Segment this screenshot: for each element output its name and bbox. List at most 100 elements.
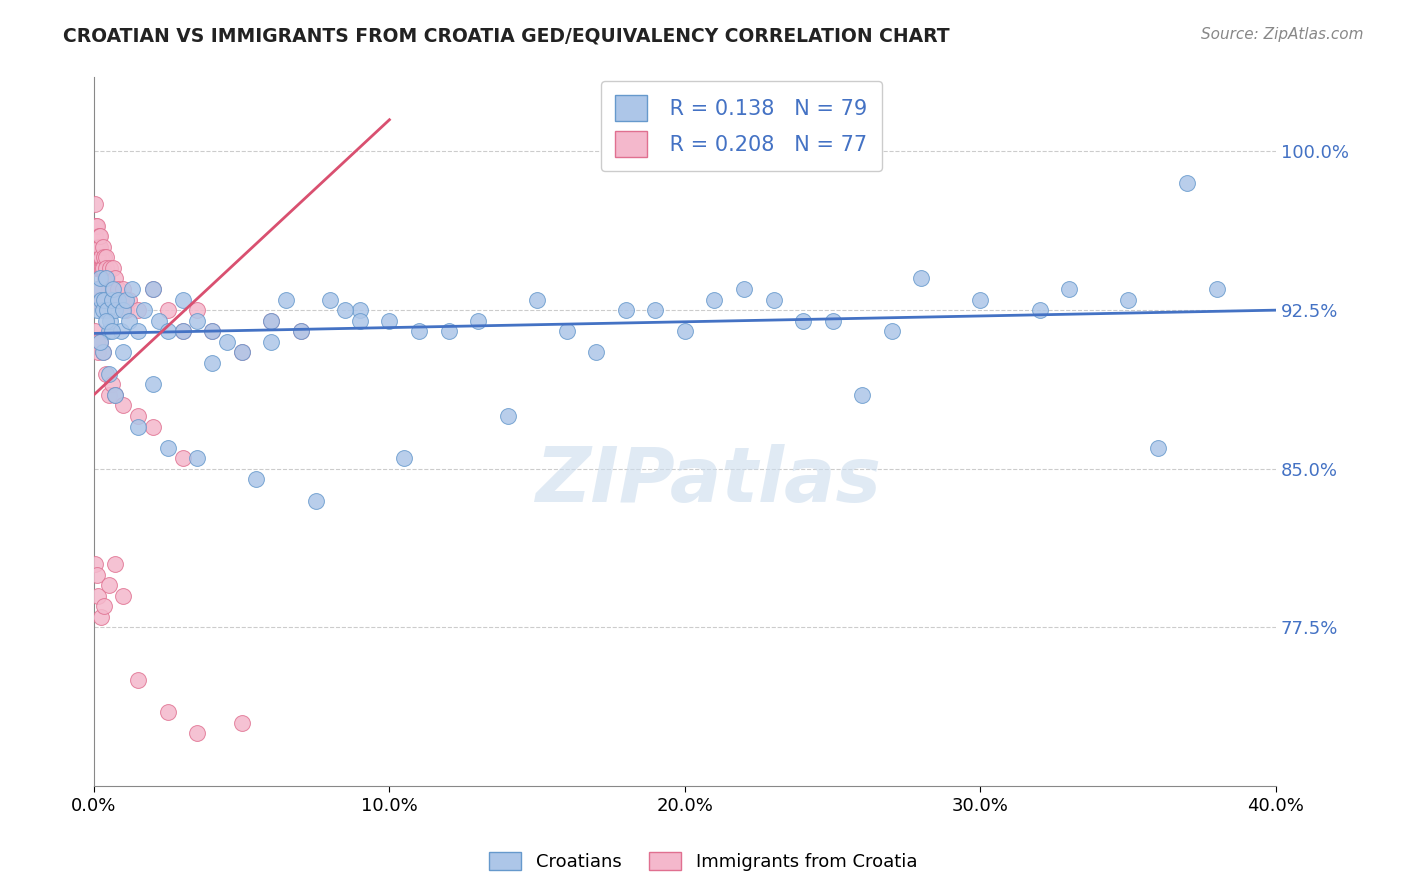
Point xyxy=(110,324,132,338)
Point xyxy=(86,219,108,233)
Point xyxy=(107,282,129,296)
Point xyxy=(201,324,224,338)
Point xyxy=(201,356,224,370)
Point xyxy=(96,260,118,275)
Point xyxy=(115,293,138,307)
Point xyxy=(89,240,111,254)
Point xyxy=(349,314,371,328)
Point xyxy=(87,260,110,275)
Point xyxy=(245,472,267,486)
Point xyxy=(87,250,110,264)
Legend:  R = 0.138   N = 79,  R = 0.208   N = 77: R = 0.138 N = 79, R = 0.208 N = 77 xyxy=(600,81,882,171)
Point xyxy=(201,324,224,338)
Point xyxy=(1205,282,1227,296)
Point xyxy=(762,293,785,307)
Point xyxy=(186,726,208,740)
Point xyxy=(408,324,430,338)
Point xyxy=(94,271,117,285)
Point xyxy=(156,324,179,338)
Point xyxy=(97,282,120,296)
Point xyxy=(112,345,135,359)
Point xyxy=(112,398,135,412)
Point xyxy=(644,303,666,318)
Point xyxy=(156,303,179,318)
Point xyxy=(112,589,135,603)
Point xyxy=(172,451,194,466)
Point xyxy=(97,578,120,592)
Point xyxy=(555,324,578,338)
Point xyxy=(86,303,108,318)
Point xyxy=(100,324,122,338)
Point xyxy=(97,324,120,338)
Point xyxy=(186,314,208,328)
Point xyxy=(86,567,108,582)
Point xyxy=(93,260,115,275)
Point xyxy=(118,293,141,307)
Point xyxy=(107,293,129,307)
Point xyxy=(90,293,112,307)
Point xyxy=(733,282,755,296)
Point xyxy=(86,282,108,296)
Point xyxy=(84,219,107,233)
Point xyxy=(84,229,107,244)
Point xyxy=(118,314,141,328)
Point xyxy=(614,303,637,318)
Point xyxy=(156,441,179,455)
Point xyxy=(94,250,117,264)
Point xyxy=(304,493,326,508)
Point xyxy=(90,610,112,624)
Point xyxy=(87,229,110,244)
Point xyxy=(84,260,107,275)
Point xyxy=(84,293,107,307)
Point xyxy=(112,303,135,318)
Point xyxy=(94,271,117,285)
Point xyxy=(89,260,111,275)
Point xyxy=(880,324,903,338)
Point xyxy=(821,314,844,328)
Point xyxy=(585,345,607,359)
Point xyxy=(87,240,110,254)
Point xyxy=(127,303,149,318)
Point xyxy=(104,271,127,285)
Point xyxy=(86,334,108,349)
Point xyxy=(93,250,115,264)
Point xyxy=(100,293,122,307)
Point xyxy=(127,673,149,688)
Point xyxy=(97,367,120,381)
Point xyxy=(87,589,110,603)
Point xyxy=(142,282,165,296)
Point xyxy=(89,240,111,254)
Point xyxy=(98,314,121,328)
Point xyxy=(172,324,194,338)
Point xyxy=(84,197,107,211)
Point xyxy=(142,419,165,434)
Point xyxy=(90,260,112,275)
Point xyxy=(115,303,138,318)
Point xyxy=(87,260,110,275)
Point xyxy=(100,282,122,296)
Point xyxy=(156,705,179,719)
Point xyxy=(1146,441,1168,455)
Point xyxy=(496,409,519,423)
Point xyxy=(112,282,135,296)
Point xyxy=(260,314,283,328)
Text: ZIPatlas: ZIPatlas xyxy=(536,444,882,518)
Point xyxy=(134,303,156,318)
Point xyxy=(127,419,149,434)
Point xyxy=(172,293,194,307)
Point xyxy=(110,293,132,307)
Point xyxy=(104,388,127,402)
Point xyxy=(290,324,312,338)
Point xyxy=(172,324,194,338)
Point xyxy=(89,293,111,307)
Point xyxy=(260,334,283,349)
Point xyxy=(91,345,114,359)
Point xyxy=(142,377,165,392)
Point xyxy=(392,451,415,466)
Point xyxy=(792,314,814,328)
Point xyxy=(231,715,253,730)
Point xyxy=(319,293,342,307)
Point xyxy=(84,240,107,254)
Point xyxy=(148,314,170,328)
Point xyxy=(96,303,118,318)
